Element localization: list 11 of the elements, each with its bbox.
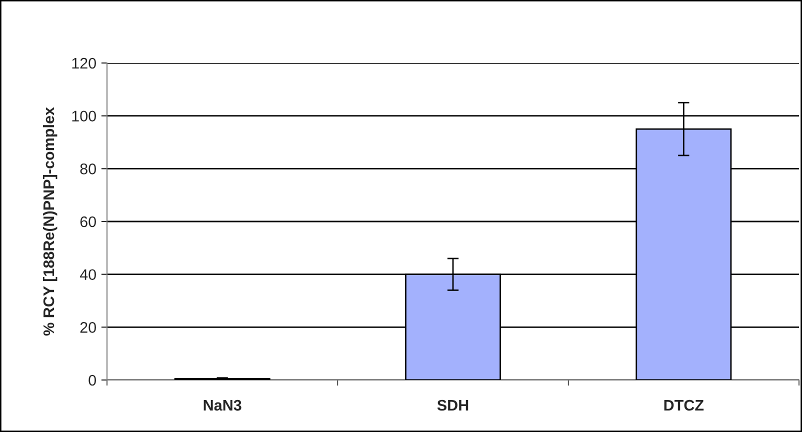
y-axis-title: % RCY [188Re(N)PNP]-complex [42,107,58,336]
y-tick-label: 0 [88,374,96,386]
y-tick-label: 100 [72,110,96,122]
x-tick-label: NaN3 [204,400,242,411]
y-tick-label: 120 [72,58,96,69]
x-tick-label: SDH [437,400,468,411]
y-tick-label: 60 [80,216,96,228]
y-tick-label: 40 [80,269,96,280]
y-tick-label: 80 [80,164,96,174]
y-tick-label: 20 [80,322,96,333]
x-tick-label: DTCZ [664,400,704,411]
